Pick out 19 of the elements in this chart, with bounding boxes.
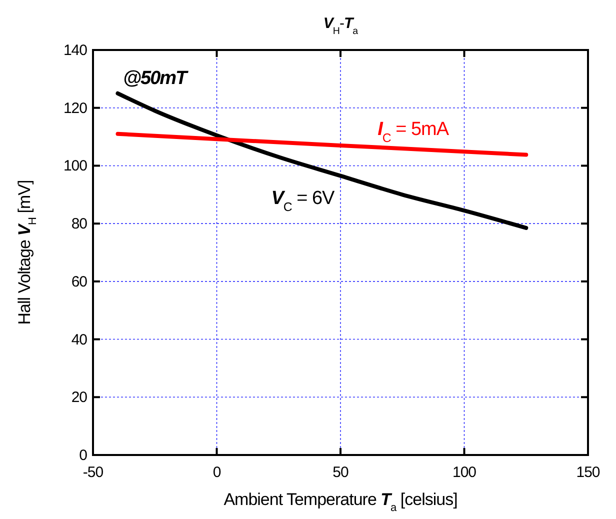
y-tick-label: 40 (71, 331, 88, 348)
x-tick-label: 0 (212, 464, 221, 481)
chart-title: V$_{H}$-T$_{a}$ (323, 15, 359, 36)
series-label: V$_{C}$ = 6V (271, 188, 336, 214)
y-tick-label: 140 (63, 42, 88, 59)
x-tick-label: 150 (576, 464, 600, 481)
y-tick-label: 120 (63, 100, 88, 117)
y-tick-label: 80 (71, 216, 88, 233)
y-tick-label: 60 (71, 273, 88, 290)
x-tick-label: -50 (82, 464, 104, 481)
annotation: @50mT (123, 68, 189, 89)
y-tick-label: 20 (71, 389, 88, 406)
x-tick-label: 100 (452, 464, 476, 481)
y-tick-label: 0 (79, 447, 88, 464)
x-axis-title: Ambient Temperature T$_{a}$ [celsius] (224, 490, 458, 514)
y-tick-label: 100 (63, 158, 88, 175)
series-label: I$_{C}$ = 5mA (378, 119, 450, 146)
x-tick-label: 50 (332, 464, 348, 481)
line-series (116, 91, 528, 230)
